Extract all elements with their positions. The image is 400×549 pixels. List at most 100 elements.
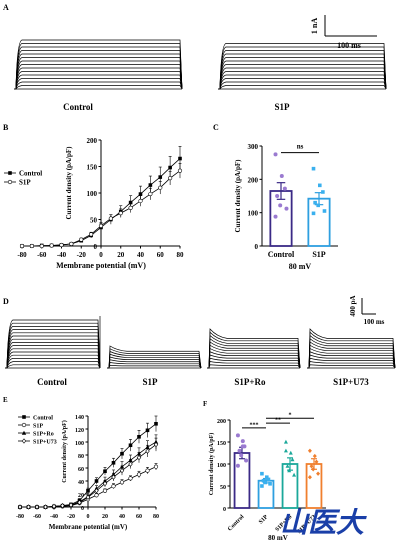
data-point [283,439,288,444]
y-tick-label: 200 [217,419,226,425]
current-trace [14,71,183,90]
marker-circle [138,198,143,204]
y-tick-label: 0 [223,507,226,513]
significance-label: ns [297,143,304,151]
data-point [260,471,264,476]
panel-d-label-s1p-ro: S1P+Ro [234,377,266,387]
marker-circle [79,237,84,242]
category-label: S1P [258,514,270,526]
marker-triangle [21,430,27,435]
y-axis-title: Current density (pA/pF) [61,420,68,483]
marker-square [137,435,141,439]
y-tick-label: 120 [75,428,84,434]
current-trace [107,356,202,369]
x-tick-label: 80 [177,251,185,259]
legend-label: S1P [19,179,31,187]
marker-circle [158,185,163,190]
x-tick-label: 0 [99,251,103,259]
y-tick-label: 80 [78,454,84,460]
current-trace [207,361,301,369]
data-point [288,450,293,455]
current-trace [307,341,396,369]
current-trace [207,331,301,369]
marker-diamond [77,499,82,506]
current-trace [107,348,202,369]
current-trace [107,350,202,369]
x-tick-label: 80 [153,514,159,520]
y-tick-label: 200 [248,176,259,184]
panel-b-iv-chart: -80 -60 -40 -20 0 20 40 60 80 0 50 100 150 200 Membran… [4,137,184,270]
data-point [275,194,280,198]
marker-diamond [21,438,27,444]
x-tick-label: 60 [136,514,142,520]
current-trace [207,347,301,369]
data-point [312,453,317,459]
current-trace [207,341,301,369]
data-point [235,433,240,438]
marker-circle [153,464,159,469]
panel-a-s1p-traces [218,43,387,90]
panel-d-traces [5,316,396,369]
data-point [309,464,314,469]
data-point [316,203,320,208]
current-trace [5,358,101,369]
x-tick-label: -40 [50,514,58,520]
category-label: Control [268,250,295,259]
current-trace [218,57,387,90]
current-trace [218,85,387,90]
panel-b-letter: B [3,123,9,132]
significance-label: *** [250,422,259,428]
significance-label: * [289,413,292,419]
scalebar-t-label: 100 ms [364,318,385,326]
data-point [273,152,278,157]
y-tick-label: 50 [220,485,226,491]
marker-diamond [43,504,48,510]
x-tick-label: -20 [77,251,87,259]
marker-diamond [26,504,31,510]
data-point [311,467,316,472]
marker-square [154,422,158,426]
current-trace [307,344,396,369]
current-trace [107,359,202,369]
data-point [260,484,264,488]
marker-square [178,156,182,161]
x-tick-label: -60 [37,251,47,259]
marker-diamond [119,467,125,474]
current-trace [207,344,301,369]
marker-square [168,165,172,170]
panel-d-letter: D [3,297,9,306]
data-point [316,471,321,476]
marker-circle [69,241,74,246]
current-trace [207,328,301,369]
current-trace [307,338,396,369]
x-tick-label: -60 [33,514,41,520]
data-point [237,448,242,453]
current-trace [5,319,101,369]
marker-circle [7,179,13,185]
y-tick-label: 50 [90,217,98,225]
current-trace [207,357,301,369]
panel-d-label-s1p-u73: S1P+U73 [333,377,369,387]
marker-circle [118,211,123,216]
legend-label: S1P+U73 [33,440,57,446]
marker-circle [49,243,54,248]
marker-circle [19,243,25,249]
x-tick-label: 60 [157,251,165,259]
current-trace [5,332,101,369]
current-trace [107,353,202,369]
marker-diamond [102,480,108,487]
y-tick-label: 40 [78,480,84,486]
data-point [266,477,271,482]
marker-diamond [60,503,65,509]
current-trace [107,364,202,369]
x-tick-label: -80 [17,251,27,259]
marker-diamond [111,474,116,480]
y-tick-label: 150 [87,164,98,172]
marker-square [138,192,143,196]
x-axis-title: Membrane potential (mV) [56,261,146,270]
current-trace [307,354,396,369]
current-trace [5,338,101,369]
current-trace [207,354,301,369]
marker-square [86,488,90,493]
y-axis-title: Current density (pA/pF) [208,433,215,496]
